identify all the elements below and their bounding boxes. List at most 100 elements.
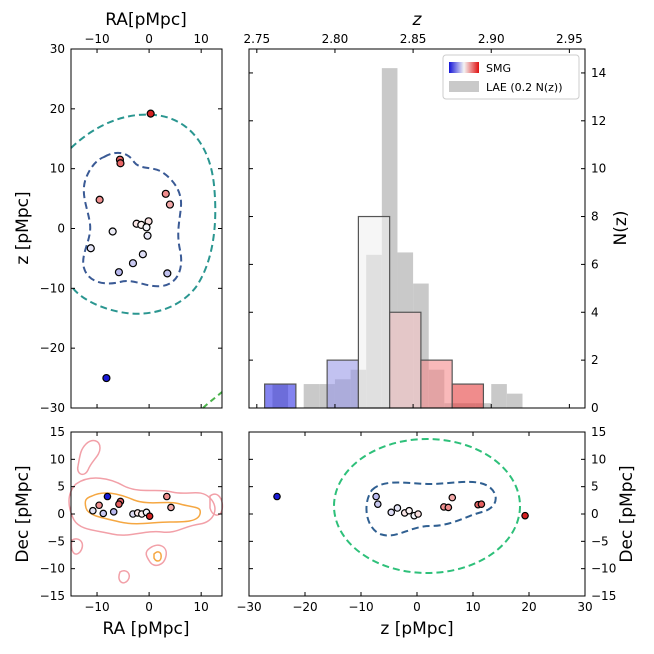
- panel-frame: [248, 48, 586, 409]
- inner-contour: [365, 480, 497, 537]
- y-tick-label: 6: [591, 257, 599, 271]
- x-tick-label: 2.85: [400, 32, 427, 46]
- smg-point: [108, 227, 117, 236]
- y-tick-label: −5: [591, 534, 609, 548]
- scatter-points-bottom-right: [273, 492, 529, 520]
- y-tick-label: 10: [50, 162, 65, 176]
- y-tick-label: 0: [591, 401, 599, 415]
- legend-lae-label: LAE (0.2 N(z)): [486, 81, 563, 94]
- smg-point: [273, 492, 281, 501]
- panel-bottom-left: −10 0 10 15 10 5 0 −5 −10 −15 RA [pMpc] Dec [pMpc…: [13, 425, 224, 639]
- y-tick-label: −10: [40, 281, 65, 295]
- smg-bar: [326, 359, 359, 409]
- top-right-ylabel: N(z): [611, 211, 631, 246]
- y-tick-label: 10: [50, 452, 65, 466]
- smg-point: [373, 500, 382, 508]
- smg-point: [95, 501, 103, 510]
- lae-bar: [303, 384, 320, 408]
- y-tick-label: 30: [50, 42, 65, 56]
- bottom-left-xlabel: RA [pMpc]: [102, 619, 189, 639]
- axes-bottom-right: −30 −20 −10 0 10 20 30 15 10 5 0 −5 −10 −15: [236, 425, 616, 614]
- smg-bar: [264, 383, 297, 409]
- y-tick-label: −10: [591, 562, 616, 576]
- smg-point: [414, 510, 422, 518]
- bottom-right-xlabel: z [pMpc]: [380, 619, 453, 639]
- smg-point: [143, 231, 152, 240]
- smg-point: [405, 506, 413, 515]
- smg-point: [86, 244, 95, 253]
- smg-point: [477, 500, 486, 508]
- outer-contour-corner: [202, 391, 223, 409]
- y-tick-label: 5: [57, 480, 65, 494]
- smg-point: [103, 492, 112, 501]
- x-tick-label: −30: [236, 600, 261, 614]
- outer-contour: [333, 438, 521, 574]
- x-tick-label: 10: [194, 600, 209, 614]
- kde-contour: [118, 569, 131, 584]
- smg-point: [372, 492, 380, 501]
- smg-point: [163, 492, 171, 501]
- x-tick-label: 0: [145, 600, 153, 614]
- legend-smg-label: SMG: [486, 62, 511, 75]
- axes-top-left: −10 0 10 30 20 10 0 −10 −20 −30: [40, 32, 222, 415]
- bottom-right-ylabel: Dec [pMpc]: [617, 465, 637, 562]
- x-tick-label: 0: [413, 600, 421, 614]
- panel-top-right: 2.75 2.80 2.85 2.90 2.95 0 2 4 6 8 10 12 14 z N(z) S…: [243, 10, 631, 415]
- smg-histogram: [264, 215, 485, 409]
- y-tick-label: 15: [50, 425, 65, 439]
- legend: SMG LAE (0.2 N(z)): [442, 54, 580, 100]
- y-tick-label: 8: [591, 210, 599, 224]
- x-tick-label: 2.95: [556, 32, 583, 46]
- y-tick-label: 5: [591, 480, 599, 494]
- smg-point: [138, 250, 147, 259]
- smg-point: [142, 223, 151, 232]
- kde-contour: [70, 538, 84, 555]
- panel-top-left: −10 0 10 30 20 10 0 −10 −20 −30 RA[pMpc] z [pMpc]: [13, 10, 223, 415]
- kde-contour: [84, 492, 202, 525]
- smg-point: [128, 259, 138, 268]
- y-tick-label: 0: [57, 507, 65, 521]
- smg-point: [102, 373, 111, 383]
- smg-bar: [357, 215, 391, 409]
- smg-bar: [451, 383, 485, 409]
- x-tick-label: 0: [145, 32, 153, 46]
- kde-contours: [68, 439, 224, 584]
- lae-bar: [506, 393, 523, 408]
- smg-point: [163, 269, 172, 278]
- smg-point: [387, 508, 396, 517]
- kde-contour: [76, 439, 101, 476]
- x-tick-label: 30: [577, 600, 592, 614]
- top-left-ylabel: z [pMpc]: [13, 191, 33, 264]
- x-tick-label: −10: [84, 32, 109, 46]
- kde-contour: [145, 544, 167, 567]
- scatter-points-bottom-left: [89, 492, 175, 520]
- x-tick-label: 2.75: [243, 32, 270, 46]
- x-tick-label: 2.80: [322, 32, 349, 46]
- smg-point: [109, 508, 118, 516]
- axes-top-right: 2.75 2.80 2.85 2.90 2.95 0 2 4 6 8 10 12 14: [243, 32, 606, 415]
- kde-contour: [209, 493, 224, 516]
- y-tick-label: −30: [40, 401, 65, 415]
- x-tick-label: −10: [84, 600, 109, 614]
- smg-point: [161, 189, 170, 198]
- smg-point: [167, 503, 175, 512]
- x-tick-label: 10: [194, 32, 209, 46]
- y-tick-label: 0: [591, 507, 599, 521]
- y-tick-label: 2: [591, 353, 599, 367]
- x-tick-label: −20: [292, 600, 317, 614]
- x-tick-label: 2.90: [478, 32, 505, 46]
- lae-bar: [491, 384, 507, 408]
- y-tick-label: −10: [40, 562, 65, 576]
- y-tick-label: 12: [591, 114, 606, 128]
- smg-point: [444, 503, 453, 512]
- smg-bar: [389, 311, 422, 409]
- y-tick-label: −15: [591, 589, 616, 603]
- smg-point: [146, 109, 155, 118]
- axes-bottom-left: −10 0 10 15 10 5 0 −5 −10 −15: [40, 425, 222, 614]
- y-tick-label: 4: [591, 305, 599, 319]
- smg-point: [145, 512, 154, 520]
- y-tick-label: 14: [591, 66, 606, 80]
- x-tick-label: 10: [465, 600, 480, 614]
- x-tick-label: −10: [348, 600, 373, 614]
